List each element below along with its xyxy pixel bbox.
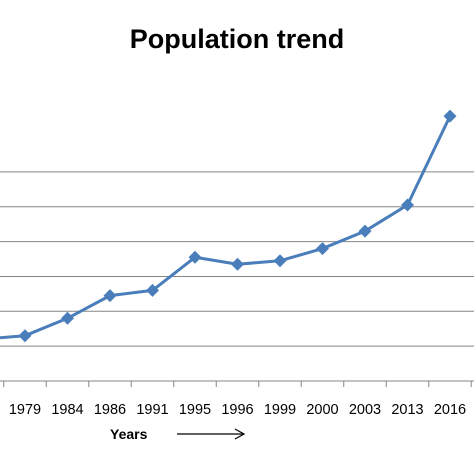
right-arrow-icon bbox=[177, 428, 246, 440]
data-point-marker bbox=[443, 109, 457, 123]
x-tick-label: 1995 bbox=[179, 402, 211, 418]
x-axis bbox=[0, 380, 474, 387]
data-point-marker bbox=[231, 257, 244, 271]
x-tick-label: 2000 bbox=[306, 402, 338, 418]
x-tick-label: 1991 bbox=[136, 402, 168, 418]
x-tick-label: 1984 bbox=[51, 402, 83, 418]
x-tick-labels: 3197919841986199119951996199920002003201… bbox=[9, 402, 466, 418]
series-layer bbox=[0, 109, 457, 343]
data-point-marker bbox=[316, 242, 329, 256]
data-point-marker bbox=[103, 289, 117, 303]
series-line bbox=[0, 115, 452, 340]
chart-title: Population trend bbox=[130, 24, 344, 54]
x-tick-label: 1996 bbox=[221, 402, 253, 418]
x-tick-label: 2013 bbox=[391, 402, 423, 418]
data-point-marker bbox=[401, 198, 414, 212]
data-point-marker bbox=[358, 224, 372, 238]
x-axis-label: Years bbox=[110, 426, 148, 442]
x-tick-label: 2003 bbox=[349, 402, 381, 418]
x-tick-label: 1979 bbox=[9, 402, 41, 418]
data-point-marker bbox=[18, 329, 32, 343]
x-tick-label: 1986 bbox=[94, 402, 126, 418]
data-point-marker bbox=[146, 283, 159, 297]
x-tick-label: 2016 bbox=[434, 402, 466, 418]
data-point-marker bbox=[61, 311, 74, 325]
data-point-marker bbox=[188, 250, 202, 264]
x-tick-label: 1999 bbox=[264, 402, 296, 418]
data-point-marker bbox=[273, 254, 287, 268]
